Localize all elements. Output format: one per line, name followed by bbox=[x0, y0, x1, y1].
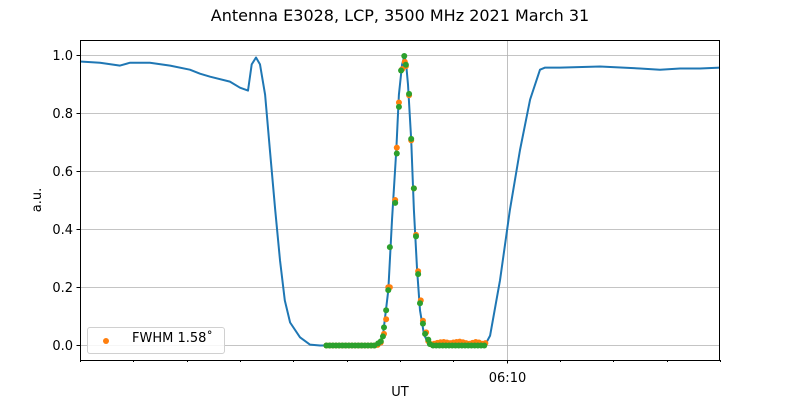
data-point-green bbox=[406, 90, 413, 97]
y-axis-label: a.u. bbox=[30, 188, 45, 212]
data-point-green bbox=[386, 244, 393, 251]
data-point-green bbox=[395, 103, 402, 110]
data-point-green bbox=[401, 53, 408, 59]
data-point-green bbox=[383, 307, 390, 314]
data-point-green bbox=[408, 135, 415, 142]
y-tick-label: 1.0 bbox=[52, 49, 73, 64]
data-point-orange bbox=[395, 99, 402, 106]
x-axis-label: UT bbox=[391, 385, 409, 400]
data-point-green bbox=[392, 199, 399, 206]
data-point-green bbox=[379, 333, 386, 340]
data-point-green bbox=[393, 150, 400, 157]
data-point-green bbox=[381, 324, 387, 331]
series-line-beam bbox=[79, 55, 721, 347]
y-tick-label: 0.8 bbox=[52, 107, 73, 122]
data-point-green bbox=[419, 320, 426, 327]
data-point-green bbox=[415, 271, 422, 278]
data-point-green bbox=[410, 185, 417, 192]
data-point-orange bbox=[393, 144, 400, 151]
data-point-green bbox=[402, 61, 409, 68]
y-tick-label: 0.6 bbox=[52, 165, 73, 180]
legend-marker-orange bbox=[103, 338, 109, 344]
y-tick-label: 0.0 bbox=[52, 339, 73, 354]
data-point-green bbox=[398, 67, 405, 74]
legend: FWHM 1.58˚ bbox=[87, 327, 225, 354]
data-point-green bbox=[413, 233, 419, 240]
chart-title: Antenna E3028, LCP, 3500 MHz 2021 March … bbox=[210, 6, 590, 25]
data-point-green bbox=[385, 287, 392, 294]
data-point-green bbox=[422, 330, 429, 337]
data-point-green bbox=[481, 342, 488, 349]
data-point-green bbox=[417, 300, 423, 307]
y-tick-label: 0.4 bbox=[52, 223, 73, 238]
data-point-orange bbox=[383, 316, 390, 323]
legend-label: FWHM 1.58˚ bbox=[132, 331, 213, 346]
data-point-green bbox=[377, 338, 384, 345]
y-tick-label: 0.2 bbox=[52, 281, 73, 296]
x-tick-label: 06:10 bbox=[489, 371, 526, 386]
